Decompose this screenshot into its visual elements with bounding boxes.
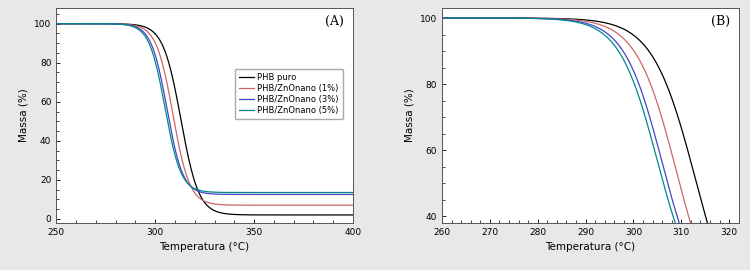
PHB/ZnOnano (1%): [188, 188, 197, 191]
PHB/ZnOnano (5%): [196, 189, 205, 192]
Line: PHB/ZnOnano (3%): PHB/ZnOnano (3%): [56, 24, 353, 194]
PHB/ZnOnano (3%): [52, 22, 61, 25]
Line: PHB/ZnOnano (1%): PHB/ZnOnano (1%): [56, 24, 353, 205]
PHB/ZnOnano (1%): [196, 197, 205, 200]
Y-axis label: Massa (%): Massa (%): [404, 89, 414, 142]
PHB/ZnOnano (1%): [286, 204, 295, 207]
Line: PHB/ZnOnano (5%): PHB/ZnOnano (5%): [56, 24, 353, 193]
PHB/ZnOnano (1%): [52, 22, 61, 25]
PHB/ZnOnano (3%): [188, 186, 197, 190]
PHB/ZnOnano (1%): [349, 204, 358, 207]
X-axis label: Temperatura (°C): Temperatura (°C): [545, 242, 635, 252]
PHB puro: [286, 213, 295, 217]
PHB puro: [52, 22, 61, 25]
Y-axis label: Massa (%): Massa (%): [19, 89, 28, 142]
PHB/ZnOnano (5%): [188, 186, 197, 189]
PHB/ZnOnano (1%): [340, 204, 349, 207]
Text: (B): (B): [711, 15, 730, 28]
PHB/ZnOnano (5%): [340, 191, 349, 194]
PHB/ZnOnano (5%): [67, 22, 76, 25]
PHB/ZnOnano (3%): [349, 193, 358, 196]
Legend: PHB puro, PHB/ZnOnano (1%), PHB/ZnOnano (3%), PHB/ZnOnano (5%): PHB puro, PHB/ZnOnano (1%), PHB/ZnOnano …: [235, 69, 343, 119]
X-axis label: Temperatura (°C): Temperatura (°C): [160, 242, 250, 252]
PHB/ZnOnano (5%): [286, 191, 295, 194]
PHB puro: [188, 173, 197, 176]
PHB puro: [67, 22, 76, 25]
Line: PHB puro: PHB puro: [56, 24, 353, 215]
PHB/ZnOnano (1%): [67, 22, 76, 25]
PHB/ZnOnano (3%): [340, 193, 349, 196]
PHB/ZnOnano (3%): [286, 193, 295, 196]
PHB/ZnOnano (5%): [349, 191, 358, 194]
PHB/ZnOnano (5%): [340, 191, 349, 194]
PHB/ZnOnano (3%): [196, 190, 205, 194]
PHB/ZnOnano (5%): [52, 22, 61, 25]
Text: (A): (A): [326, 15, 344, 28]
PHB puro: [349, 213, 358, 217]
PHB/ZnOnano (1%): [340, 204, 349, 207]
PHB/ZnOnano (3%): [67, 22, 76, 25]
PHB puro: [196, 194, 205, 198]
PHB puro: [340, 213, 349, 217]
PHB/ZnOnano (3%): [340, 193, 349, 196]
PHB puro: [340, 213, 349, 217]
